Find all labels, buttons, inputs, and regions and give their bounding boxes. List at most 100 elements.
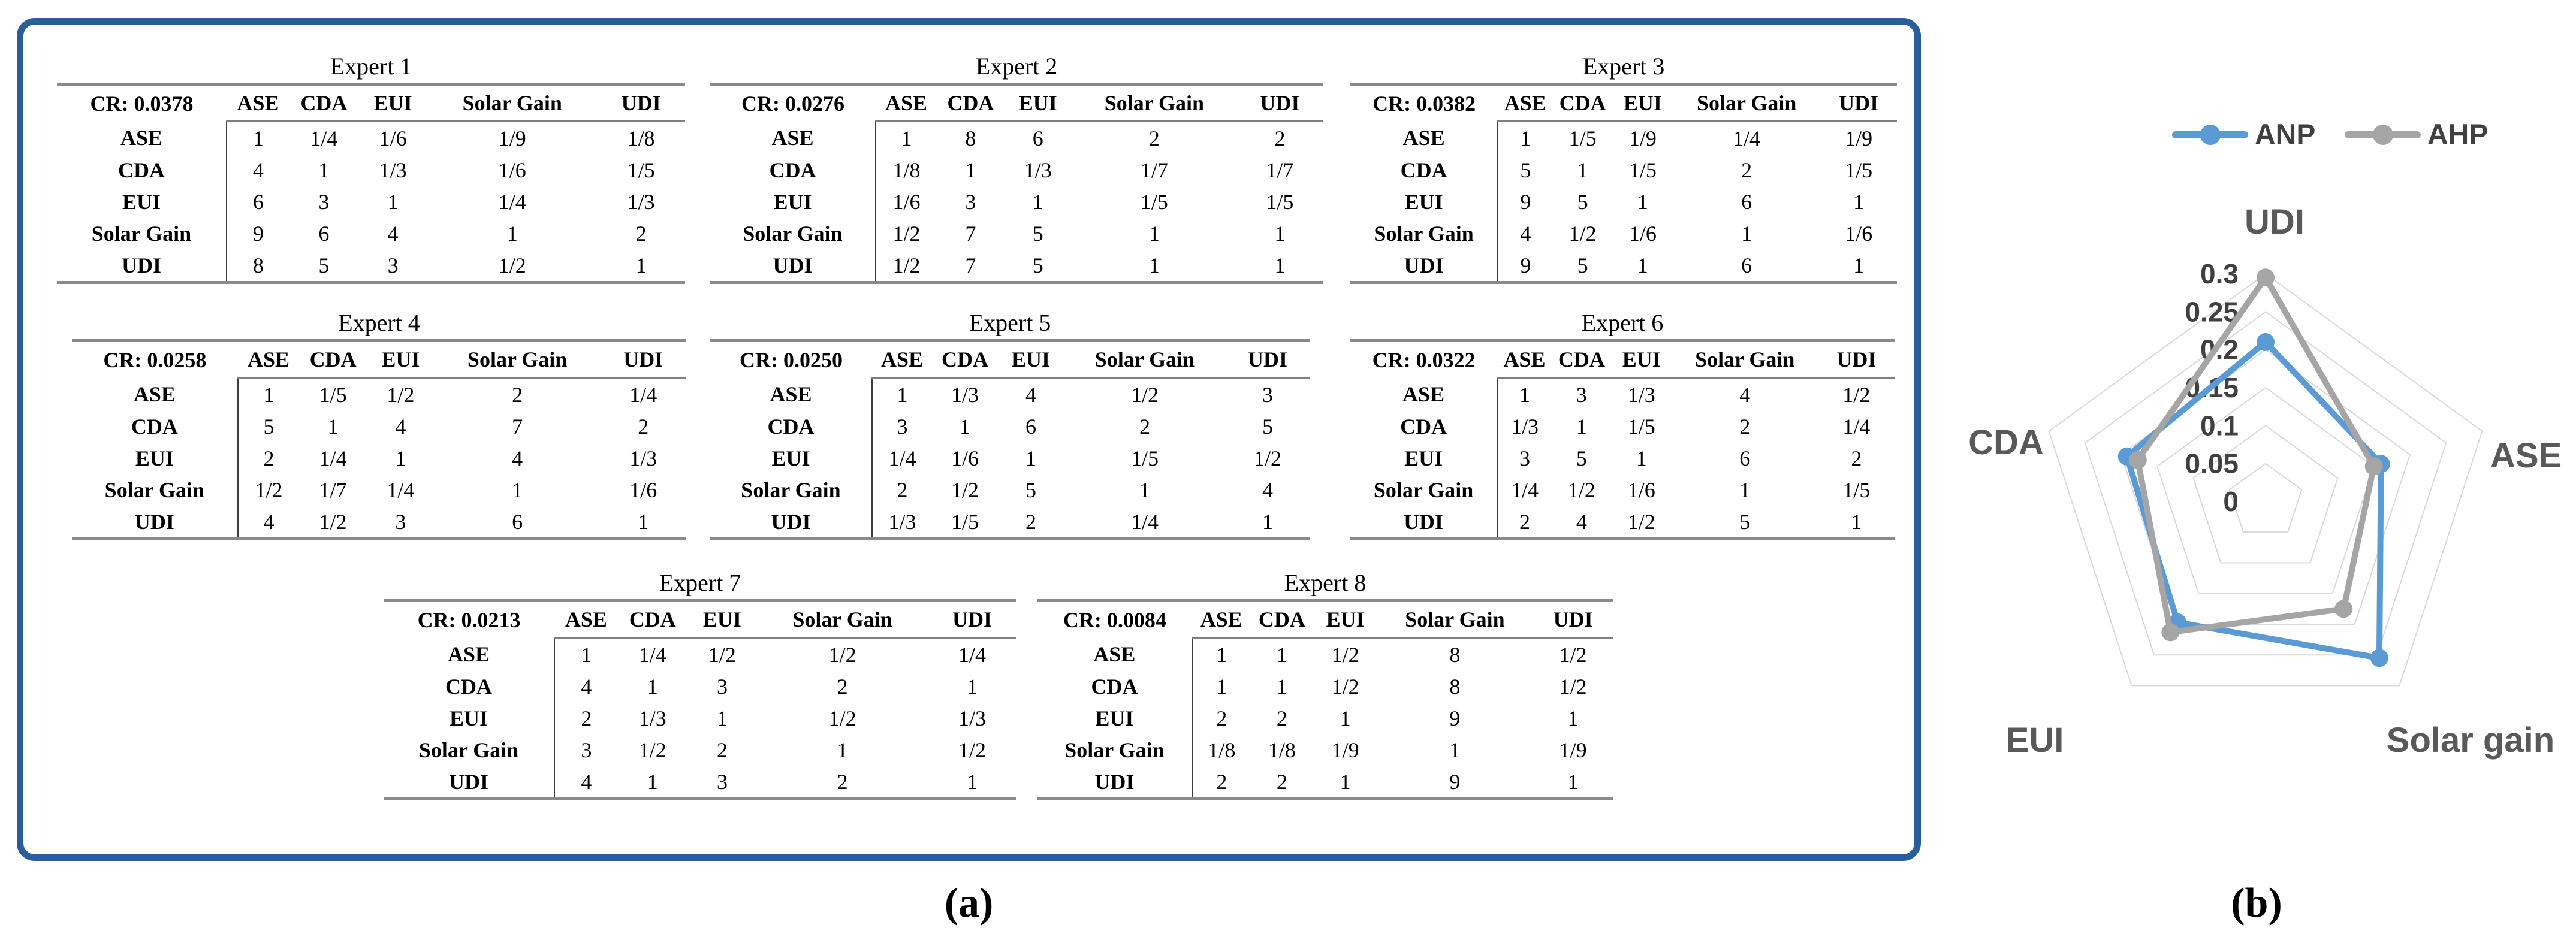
matrix-cell: 2 [1148,126,1160,150]
matrix-cell: 1 [965,158,976,182]
table-row: UDI 2 2 1 9 1 [1037,766,1613,799]
row-label: UDI [1404,253,1444,277]
table-row: EUI 6 3 1 1/4 1/3 [57,186,685,217]
matrix-cell: 9 [1497,249,1553,283]
table-row: Solar Gain 1/4 1/2 1/6 1 1/5 [1350,474,1895,506]
matrix-cell: 1 [635,253,647,277]
column-header: UDI [928,600,1016,639]
caption-a: (a) [944,880,994,926]
matrix-cell: 1 [1192,670,1250,702]
expert-matrix-table: CR: 0.0382 ASE CDA EUI Solar Gain UDI ASE 1 1/5… [1350,83,1897,284]
table-row: ASE 1 1/5 1/2 2 1/4 [72,377,686,410]
matrix-cell: 1 [1851,509,1862,534]
expert-matrix-table: CR: 0.0322 ASE CDA EUI Solar Gain UDI ASE 1 3 1/… [1350,339,1895,540]
matrix-cell: 1/2 [387,382,415,407]
row-label: EUI [450,706,488,730]
matrix-cell: 1/5 [1140,189,1168,214]
expert-table-block: Expert 8 CR: 0.0084 ASE CDA EUI Solar Gain UD… [1037,568,1613,800]
table-row: CDA 3 1 6 2 5 [710,410,1310,442]
table-row: EUI 1/4 1/6 1 1/5 1/2 [710,442,1310,474]
matrix-cell: 1 [506,221,518,246]
column-header: EUI [367,340,435,379]
matrix-cell: 6 [1025,414,1036,439]
table-row: Solar Gain 4 1/2 1/6 1 1/6 [1350,217,1897,249]
matrix-cell: 6 [512,509,523,534]
matrix-cell: 1/2 [874,249,937,283]
legend-anp: ANP [2172,119,2315,151]
matrix-cell: 5 [1577,253,1588,277]
table-row: CDA 1/3 1 1/5 2 1/4 [1350,410,1895,442]
column-header: ASE [554,600,618,639]
expert-title: Expert 7 [659,569,741,596]
table-row: CDA 4 1 1/3 1/6 1/5 [57,154,685,186]
matrix-cell: 1/9 [1331,738,1359,762]
grid-ring [2228,463,2303,533]
table-row: ASE 1 8 6 2 2 [710,121,1323,154]
cr-value: CR: 0.0084 [1063,608,1166,632]
table-row: UDI 1/3 1/5 2 1/4 1 [710,506,1310,539]
row-label: ASE [1402,125,1445,150]
column-header: UDI [1226,340,1310,379]
matrix-cell: 1/8 [1268,738,1296,762]
matrix-cell: 1/7 [1140,158,1168,182]
expert-matrix-table: CR: 0.0213 ASE CDA EUI Solar Gain UDI ASE 1 1/4… [384,599,1016,800]
matrix-cell: 2 [512,382,523,407]
matrix-cell: 3 [716,769,728,794]
row-label: CDA [1091,674,1138,699]
matrix-cell: 4 [1576,509,1587,534]
axis-label-solar-gain: Solar gain [2387,721,2554,760]
matrix-cell: 1/2 [1130,382,1159,407]
matrix-cell: 1 [1274,253,1286,277]
expert-matrix-table: CR: 0.0084 ASE CDA EUI Solar Gain UDI ASE 1 1 1/… [1037,599,1613,800]
tick-label: 0 [2223,486,2239,517]
row-label: CDA [445,674,493,699]
column-header: UDI [600,340,686,379]
row-label: UDI [449,769,489,794]
table-row: UDI 4 1/2 3 6 1 [72,506,686,539]
matrix-cell: 1 [395,446,406,470]
column-header: ASE [875,84,937,122]
column-header: UDI [1820,84,1897,122]
matrix-cell: 1/5 [1845,158,1873,182]
matrix-cell: 8 [1449,674,1461,699]
table-row: UDI 4 1 3 2 1 [384,766,1016,799]
matrix-cell: 5 [237,410,300,442]
row-label: Solar Gain [1373,477,1474,502]
matrix-cell: 1 [512,477,523,502]
cr-value: CR: 0.0382 [1373,91,1476,116]
axis-label-udi: UDI [2245,203,2304,241]
matrix-cell: 1/5 [1628,158,1657,182]
cr-value: CR: 0.0322 [1372,347,1476,372]
matrix-cell: 7 [512,414,523,439]
ahp-data-point [2161,623,2180,642]
anp-data-point [2257,333,2275,351]
matrix-cell: 1/4 [871,442,932,474]
matrix-cell: 1/6 [1627,477,1655,502]
matrix-cell: 1/6 [498,158,526,182]
matrix-cell: 4 [1739,382,1751,407]
matrix-cell: 1 [1276,642,1287,667]
grid-ring [2120,349,2411,625]
matrix-cell: 2 [1025,509,1036,534]
matrix-cell: 7 [965,221,976,246]
table-row: Solar Gain 9 6 4 1 2 [57,217,685,249]
matrix-cell: 1 [1637,189,1648,214]
matrix-cell: 1/2 [1842,382,1871,407]
expert-table-block: Expert 6 CR: 0.0322 ASE CDA EUI Solar Gain UD… [1350,308,1895,540]
axis-label-cda: CDA [1968,423,2044,462]
column-header: EUI [998,340,1064,379]
matrix-cell: 1/3 [379,158,407,182]
matrix-cell: 1/7 [1266,158,1294,182]
legend-marker [2200,125,2221,145]
row-label: Solar Gain [741,477,841,502]
matrix-cell: 1 [1139,477,1150,502]
matrix-cell: 3 [1262,382,1273,407]
expert-table-block: Expert 4 CR: 0.0258 ASE CDA EUI Solar Gain UD… [72,308,686,540]
matrix-cell: 1/3 [871,506,932,539]
row-label: Solar Gain [1374,221,1474,246]
tick-label: 0.25 [2185,296,2239,327]
expert-title: Expert 8 [1284,569,1367,596]
cr-value: CR: 0.0258 [103,347,207,372]
matrix-cell: 1 [554,637,618,670]
matrix-cell: 5 [1739,509,1751,534]
